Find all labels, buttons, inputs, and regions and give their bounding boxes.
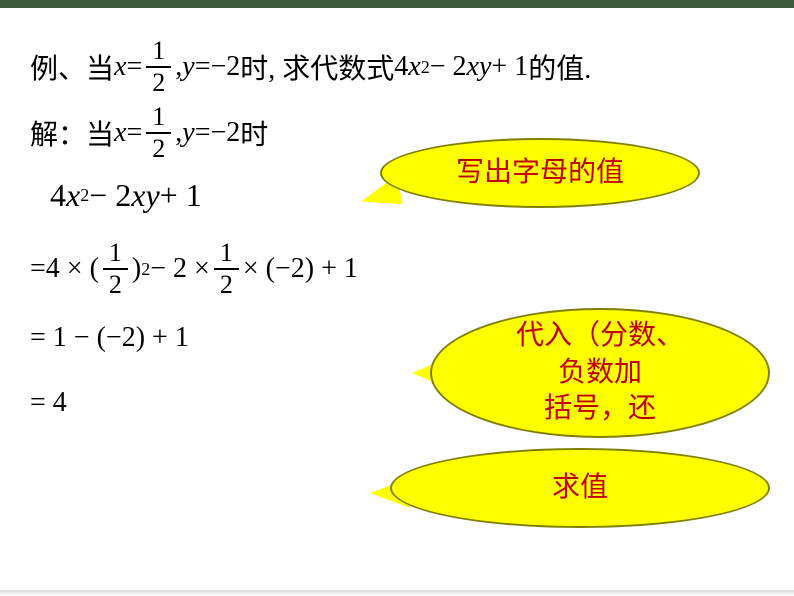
- substitution-line: = 4 × ( 1 2 ) 2 − 2 × 1 2 × (−2) + 1: [30, 240, 774, 298]
- sup: 2: [80, 185, 89, 206]
- callout-write-values: 写出字母的值: [380, 138, 700, 208]
- x: x: [66, 177, 80, 214]
- xy: xy: [467, 51, 492, 83]
- xy: xy: [131, 177, 159, 214]
- callout-substitute: 代入（分数、 负数加 括号，还: [430, 308, 770, 438]
- c: − 2 ×: [150, 253, 210, 285]
- eq: =: [30, 253, 46, 285]
- c: + 1: [160, 177, 202, 214]
- eq2: =: [195, 117, 211, 149]
- end: + 1: [491, 51, 528, 83]
- bottom-shadow: [0, 590, 794, 596]
- x-var: x: [114, 51, 126, 83]
- frac: 1 2: [146, 104, 171, 162]
- solution-label: 解：当: [30, 113, 114, 153]
- eq: =: [126, 51, 142, 83]
- fraction-half: 1 2: [146, 38, 171, 96]
- y-var: y: [182, 51, 194, 83]
- callout-evaluate: 求值: [390, 448, 770, 528]
- when: 时: [240, 113, 268, 153]
- yval: −2: [210, 117, 240, 149]
- frac1: 1 2: [103, 240, 128, 298]
- y-val: −2: [210, 51, 240, 83]
- sup2: 2: [421, 57, 430, 78]
- b: − 2: [89, 177, 131, 214]
- prefix: 例、当: [30, 47, 114, 87]
- a: 4: [50, 177, 66, 214]
- b: ): [132, 253, 141, 285]
- sup: 2: [141, 259, 150, 280]
- frac2: 1 2: [214, 240, 239, 298]
- when-text: 时, 求代数式: [240, 47, 394, 87]
- coef: 4: [394, 51, 408, 83]
- eq2: =: [195, 51, 211, 83]
- eq: =: [126, 117, 142, 149]
- a: 4 × (: [46, 253, 99, 285]
- suffix: 的值.: [528, 47, 591, 87]
- x: x: [114, 117, 126, 149]
- d: × (−2) + 1: [243, 253, 358, 285]
- x2: x: [408, 51, 420, 83]
- problem-line: 例、当 x = 1 2 , y = −2 时, 求代数式 4 x 2 − 2 x…: [30, 38, 774, 96]
- y: y: [182, 117, 194, 149]
- mid: − 2: [430, 51, 467, 83]
